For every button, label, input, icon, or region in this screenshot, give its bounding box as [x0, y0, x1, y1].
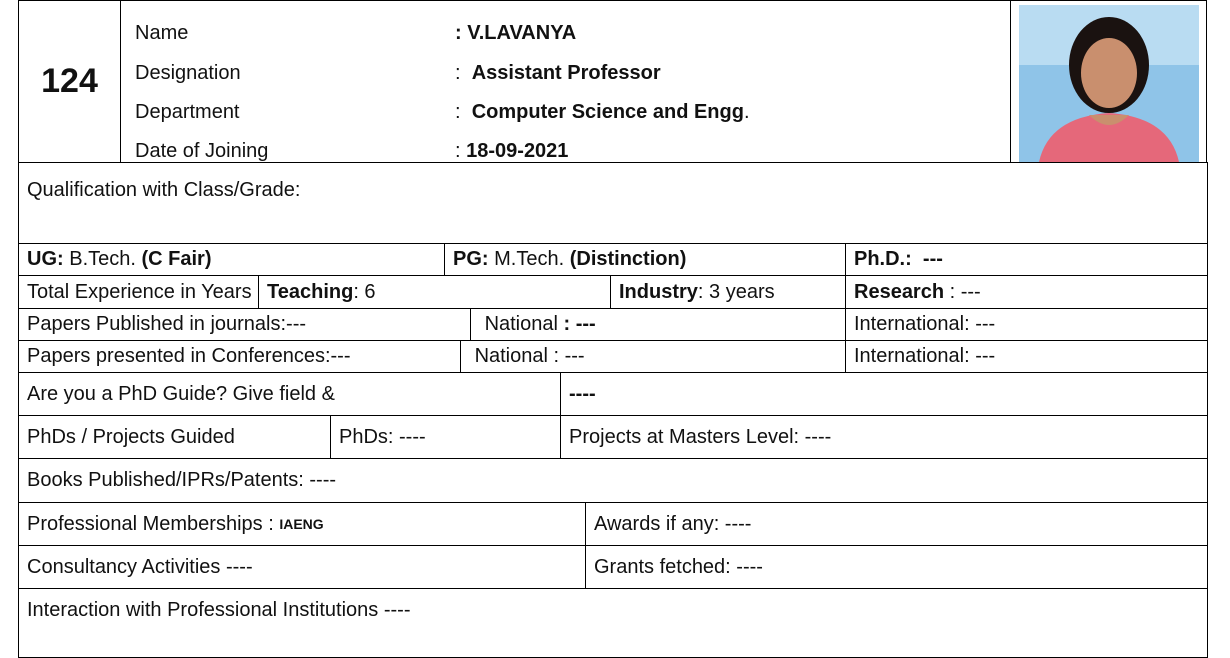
- text: PhDs: ----: [339, 425, 426, 448]
- text: Interaction with Professional Institutio…: [27, 599, 411, 621]
- header-cell: Name : V.LAVANYA Designation : Assistant…: [120, 0, 1011, 163]
- text: Projects at Masters Level: ----: [569, 425, 832, 448]
- text: Papers Published in journals:---: [27, 313, 307, 335]
- sep: :: [455, 101, 461, 123]
- text: Books Published/IPRs/Patents: ----: [27, 469, 337, 491]
- cell: PhDs / Projects Guided: [18, 415, 331, 459]
- label: Professional Memberships :: [27, 512, 274, 535]
- cell: PhDs: ----: [330, 415, 561, 459]
- cell: Research : ---: [845, 275, 1208, 309]
- label: Designation: [135, 62, 241, 84]
- label: Industry: [619, 280, 698, 303]
- value-row: : 18-09-2021: [455, 140, 569, 162]
- cell: International: ---: [845, 308, 1208, 341]
- sep: :: [455, 62, 461, 84]
- label: Department: [135, 101, 240, 123]
- value-row: : Computer Science and Engg.: [455, 101, 750, 124]
- value: : ---: [949, 280, 981, 303]
- grade: (C Fair): [141, 248, 212, 270]
- cell: National : ---: [470, 308, 846, 341]
- photo-cell: [1010, 0, 1207, 163]
- text: International: ---: [854, 313, 996, 335]
- cell: Grants fetched: ----: [585, 545, 1208, 589]
- cell: Ph.D.: ---: [845, 243, 1208, 276]
- cell: UG: B.Tech. (C Fair): [18, 243, 445, 276]
- value: : 3 years: [697, 280, 775, 303]
- text: Grants fetched: ----: [594, 555, 763, 578]
- text: Papers presented in Conferences:---: [27, 345, 351, 367]
- value: ---: [922, 248, 943, 270]
- label: Research: [854, 280, 945, 303]
- text: Are you a PhD Guide? Give field &: [27, 382, 335, 405]
- value: : V.LAVANYA: [455, 22, 577, 44]
- label: National: [484, 313, 558, 335]
- value: ----: [569, 382, 596, 405]
- label: Name: [135, 22, 189, 44]
- label: Date of Joining: [135, 140, 269, 162]
- cell: Projects at Masters Level: ----: [560, 415, 1208, 459]
- qualification-cell: Qualification with Class/Grade:: [18, 162, 1208, 244]
- photo: [1019, 4, 1199, 162]
- text: Qualification with Class/Grade:: [27, 179, 301, 201]
- cell: Professional Memberships : IAENG: [18, 502, 586, 546]
- cell: National : ---: [460, 340, 846, 373]
- value: : 6: [353, 280, 376, 303]
- cell: Papers presented in Conferences:---: [18, 340, 461, 373]
- cell: Books Published/IPRs/Patents: ----: [18, 458, 1208, 503]
- text: National : ---: [474, 345, 585, 367]
- sep: :: [455, 140, 461, 162]
- label: UG:: [27, 248, 64, 270]
- degree: M.Tech.: [494, 248, 565, 270]
- text: Total Experience in Years: [27, 280, 252, 303]
- grade: (Distinction): [569, 248, 687, 270]
- cell: Total Experience in Years: [18, 275, 259, 309]
- cell: PG: M.Tech. (Distinction): [444, 243, 846, 276]
- value: IAENG: [279, 516, 324, 532]
- value: Assistant Professor: [471, 62, 661, 84]
- label: Ph.D.:: [854, 248, 912, 270]
- cell: Are you a PhD Guide? Give field &: [18, 372, 561, 416]
- text: Consultancy Activities ----: [27, 555, 253, 578]
- value: Computer Science and Engg: [471, 101, 744, 123]
- cell: Interaction with Professional Institutio…: [18, 588, 1208, 658]
- text: PhDs / Projects Guided: [27, 425, 235, 448]
- cell: Consultancy Activities ----: [18, 545, 586, 589]
- label: Teaching: [267, 280, 354, 303]
- label: PG:: [453, 248, 489, 270]
- cell: Papers Published in journals:---: [18, 308, 471, 341]
- cell: ----: [560, 372, 1208, 416]
- text: Awards if any: ----: [594, 512, 752, 535]
- value: : ---: [563, 313, 596, 335]
- text: International: ---: [854, 345, 996, 367]
- suffix: .: [743, 101, 750, 123]
- serial-cell: 124: [18, 0, 121, 163]
- value-row: : Assistant Professor: [455, 62, 661, 85]
- cell: Teaching: 6: [258, 275, 611, 309]
- cell: International: ---: [845, 340, 1208, 373]
- cell: Awards if any: ----: [585, 502, 1208, 546]
- cell: Industry: 3 years: [610, 275, 846, 309]
- degree: B.Tech.: [69, 248, 136, 270]
- value: 18-09-2021: [466, 140, 569, 162]
- serial: 124: [41, 62, 98, 100]
